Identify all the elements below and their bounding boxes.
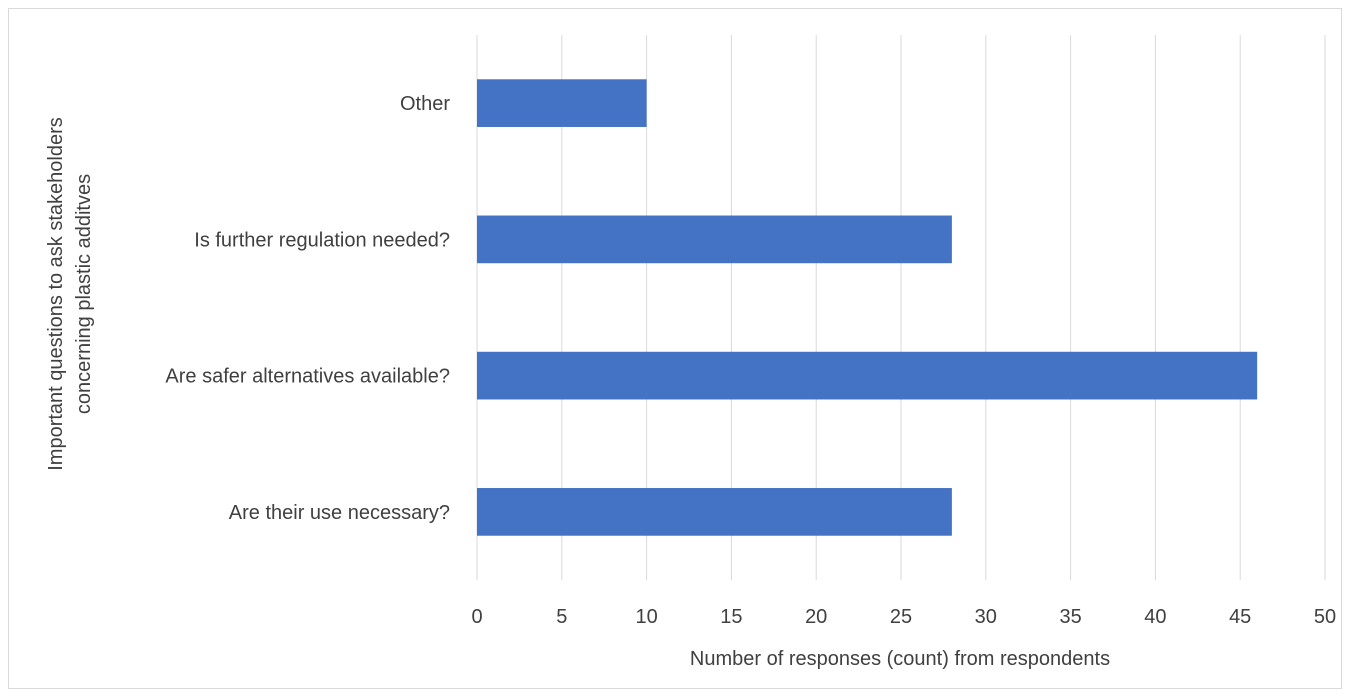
chart-frame	[8, 8, 1342, 689]
category-label: Is further regulation needed?	[194, 229, 450, 251]
x-tick-label: 45	[1229, 606, 1251, 628]
x-tick-label: 10	[635, 606, 657, 628]
x-tick-label: 30	[975, 606, 997, 628]
bar	[477, 351, 1258, 400]
y-axis-title-line-1: Important questions to ask stakeholders	[45, 117, 67, 471]
category-label: Are safer alternatives available?	[165, 366, 450, 388]
x-tick-label: 50	[1314, 606, 1336, 628]
y-axis-title: Important questions to ask stakeholders …	[45, 117, 95, 471]
x-tick-label: 5	[556, 606, 567, 628]
x-tick-label: 15	[720, 606, 742, 628]
x-tick-label: 35	[1059, 606, 1081, 628]
x-tick-label: 40	[1144, 606, 1166, 628]
bar	[477, 79, 647, 127]
x-tick-label: 0	[471, 606, 482, 628]
category-label: Are their use necessary?	[229, 502, 450, 524]
x-tick-label: 20	[805, 606, 827, 628]
x-tick-label: 25	[890, 606, 912, 628]
category-labels: Are their use necessary? Are safer altern…	[165, 93, 450, 524]
bar	[477, 215, 952, 264]
x-axis-title: Number of responses (count) from respond…	[690, 648, 1110, 670]
category-label: Other	[400, 93, 450, 115]
x-tick-labels: 0 5 10 15 20 25 30 35 40 45 50	[471, 606, 1336, 628]
bars	[477, 79, 1258, 536]
y-axis-title-line-2: concerning plastic additves	[73, 174, 95, 414]
bar	[477, 488, 952, 536]
